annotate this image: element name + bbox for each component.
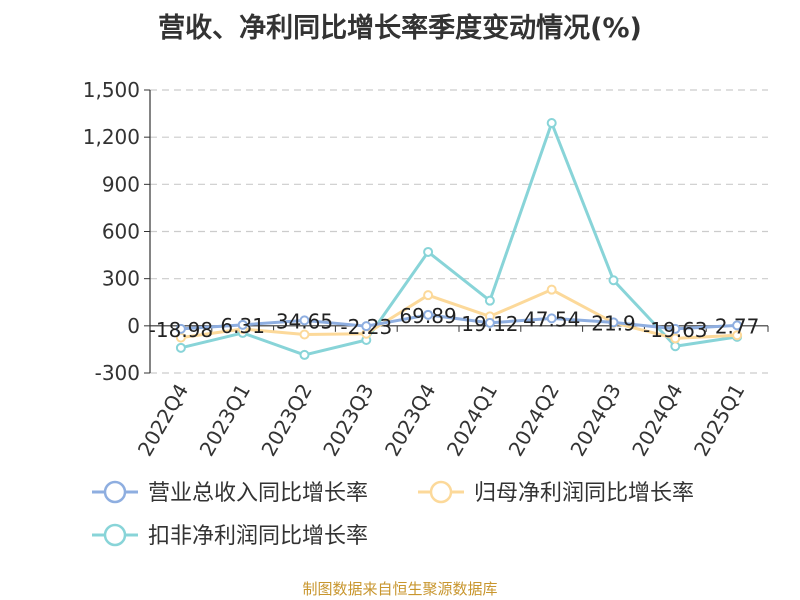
data-point <box>299 315 310 326</box>
legend-marker <box>103 523 127 547</box>
series-line <box>180 288 738 340</box>
x-tick-label: 2025Q1 <box>689 380 749 461</box>
x-tick-label: 2024Q4 <box>627 380 687 461</box>
x-tick-label: 2024Q2 <box>504 380 564 461</box>
data-label: -18.98 <box>149 318 213 342</box>
data-point <box>484 295 495 306</box>
y-tick-label: 0 <box>127 314 140 338</box>
x-tick-label: 2023Q4 <box>380 379 440 460</box>
legend-marker <box>429 480 453 504</box>
data-label-layer: -18.98 6.31 34.65 -2.23 69.89 19.12 47.54 21.9-… <box>149 304 760 342</box>
data-point <box>237 319 248 330</box>
data-label: -19.63 <box>643 318 707 342</box>
y-tick-label: -300 <box>95 361 140 385</box>
data-label: -2.23 <box>340 315 392 339</box>
data-label: 19.12 <box>461 312 518 336</box>
x-tick-label: 2024Q1 <box>442 380 502 461</box>
data-point <box>175 342 186 353</box>
chart-title: 营收、净利同比增长率季度变动情况(%) <box>158 13 642 44</box>
y-tick-label: 300 <box>102 267 140 291</box>
data-point <box>299 349 310 360</box>
legend-label: 营业总收入同比增长率 <box>148 481 368 506</box>
data-label: 47.54 <box>523 307 580 331</box>
data-label: 21.9 <box>591 311 636 335</box>
y-tick-label: 600 <box>102 220 140 244</box>
data-point <box>546 284 557 295</box>
x-tick-label: 2023Q1 <box>195 380 255 461</box>
data-point <box>670 323 681 334</box>
data-point <box>732 330 743 341</box>
series-line <box>180 121 738 357</box>
data-label: 69.89 <box>399 304 456 328</box>
data-point <box>546 118 557 129</box>
legend-label: 归母净利润同比增长率 <box>474 481 694 506</box>
legend-marker <box>103 480 127 504</box>
data-point <box>423 290 434 301</box>
x-tick-label: 2023Q3 <box>318 380 378 461</box>
data-point <box>608 317 619 328</box>
source-note: 制图数据来自恒生聚源数据库 <box>302 580 498 598</box>
data-label: 2.77 <box>715 314 760 338</box>
data-point <box>608 275 619 286</box>
x-tick-label: 2024Q3 <box>565 380 625 461</box>
data-point <box>299 329 310 340</box>
data-label: 6.31 <box>220 314 265 338</box>
data-point <box>423 246 434 257</box>
grid-layer <box>150 89 768 374</box>
legend-label: 扣非净利润同比增长率 <box>148 524 368 549</box>
series-layer <box>175 118 743 360</box>
y-tick-label: 900 <box>102 172 140 196</box>
x-tick-label: 2023Q2 <box>256 380 316 461</box>
data-point <box>732 320 743 331</box>
y-tick-label: 1,500 <box>83 78 140 102</box>
data-point <box>670 341 681 352</box>
data-point <box>175 323 186 334</box>
data-point <box>361 321 372 332</box>
data-point <box>546 313 557 324</box>
series-line <box>180 313 738 331</box>
y-tick-label: 1,200 <box>83 125 140 149</box>
data-point <box>670 333 681 344</box>
data-point <box>423 309 434 320</box>
x-tick-label: 2022Q4 <box>133 380 193 461</box>
data-label: 34.65 <box>276 309 333 333</box>
data-point <box>484 317 495 328</box>
